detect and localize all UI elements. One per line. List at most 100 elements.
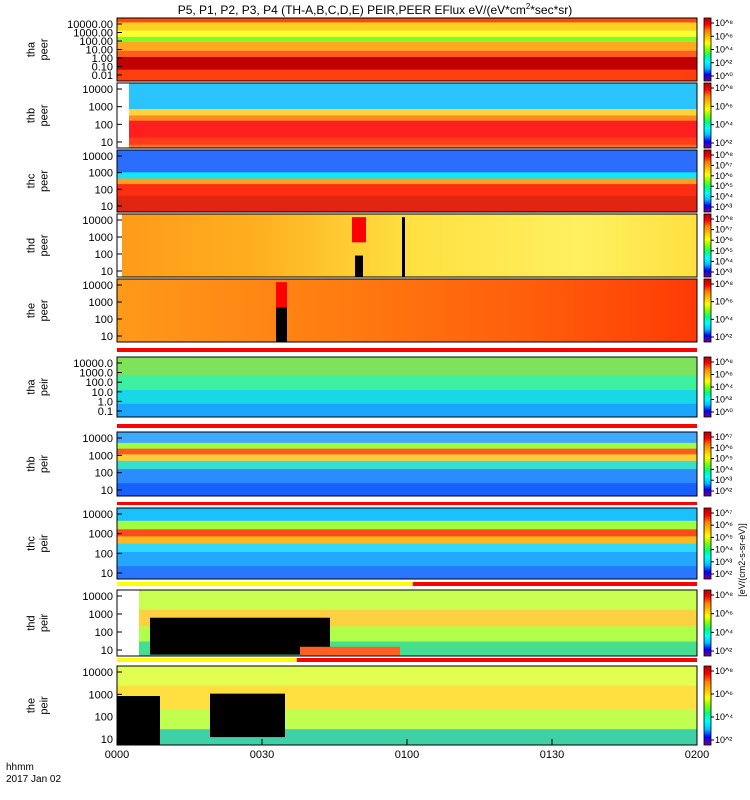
colorbar-tick-label: 10^⁶: [715, 235, 733, 245]
y-tick-label: 100: [95, 627, 113, 639]
spectrogram-band-2: [117, 390, 697, 405]
flag-bar-red: [117, 424, 697, 428]
spectrogram-band-3: [117, 403, 697, 418]
spectrogram-feature-1: [276, 307, 287, 342]
spectrogram-band-4: [117, 543, 697, 553]
colorbar-tick-label: 10^⁸: [715, 666, 733, 676]
flag-bar-red: [296, 658, 697, 662]
panel-species-label: peer: [39, 38, 51, 60]
panel-label: thapeer: [26, 38, 51, 60]
colorbar-tick-label: 10^⁸: [715, 279, 733, 289]
panel-species-label: peer: [39, 299, 51, 321]
colorbar-tick-label: 10^⁴: [715, 192, 733, 202]
spectrogram-band-1: [117, 375, 697, 391]
spectrogram-band-7: [117, 69, 697, 82]
colorbar-tick-label: 10^⁷: [715, 160, 733, 170]
spectrogram-band-0: [117, 83, 697, 110]
spectrogram-band-0: [117, 18, 697, 23]
title-main: P5, P1, P2, P3, P4 (TH-A,B,C,D,E) PEIR,P…: [178, 3, 526, 17]
colorbar-tick-label: 10^⁸: [715, 590, 733, 600]
y-tick-label: 10.0: [92, 387, 113, 399]
spectrogram-band-3: [117, 454, 697, 462]
spectrogram-band-3: [117, 120, 697, 139]
y-tick-label: 1000.0: [79, 368, 113, 380]
y-tick-label: 10000: [82, 591, 113, 603]
spectrogram-band-6: [117, 483, 697, 497]
flag-bar-red: [117, 348, 697, 352]
colorbar-tick-label: 10^⁶: [715, 101, 733, 111]
colorbar-tick-label: 10^⁶: [715, 520, 733, 530]
panel-label: thapeir: [26, 377, 51, 396]
spectrogram-band-3: [117, 184, 697, 197]
y-tick-label: 10: [101, 331, 113, 343]
colorbar-tick-label: 10^⁶: [715, 31, 733, 41]
spectrogram-band-3: [117, 536, 697, 544]
panel-label: thcpeir: [26, 534, 51, 553]
y-tick-label: 100: [95, 548, 113, 560]
panel-frame: [116, 507, 698, 580]
colorbar-tick-label: 10^²: [715, 395, 732, 405]
x-axis-label-hhmm: hhmm: [6, 762, 34, 773]
y-tick-label: 100: [95, 712, 113, 724]
colorbar-tick-label: 10^⁶: [715, 609, 733, 619]
colorbar-tick-label: 10^²: [715, 646, 732, 656]
panel-label: thcpeer: [26, 170, 51, 192]
x-axis: 0000 0030 0100 0130 0200: [105, 739, 709, 761]
spectrogram-band-0: [117, 150, 697, 173]
colorbar-tick-label: 10^⁴: [715, 45, 733, 55]
y-tick-label: 10000: [82, 509, 113, 521]
spectrogram-feature-0: [117, 214, 122, 277]
x-tick-label: 0030: [250, 749, 274, 761]
colorbar-tick-label: 10^³: [715, 475, 732, 485]
y-tick-label: 10000: [82, 151, 113, 163]
y-tick-label: 10000: [82, 667, 113, 679]
panel-species-label: peir: [39, 613, 51, 632]
spectrogram-band-1: [117, 442, 697, 450]
colorbar-tick-label: 10^⁴: [715, 464, 733, 474]
spectrogram-feature-0: [117, 696, 160, 745]
colorbar-tick-label: 10^⁵: [715, 454, 733, 464]
colorbar: [703, 589, 712, 657]
colorbar-tick-label: 10^⁸: [715, 18, 733, 28]
y-tick-label: 10000: [82, 84, 113, 96]
panel-label: thepeer: [26, 299, 51, 321]
y-tick-label: 100: [95, 184, 113, 196]
colorbar-tick-label: 10^²: [715, 735, 732, 745]
x-axis-label-date: 2017 Jan 02: [6, 774, 61, 785]
y-tick-label: 10: [101, 137, 113, 149]
y-tick-label: 10: [101, 645, 113, 657]
spectrogram-band-0: [117, 357, 697, 376]
spectrogram-band-0: [117, 666, 697, 687]
colorbar-tick-label: 10^²: [715, 486, 732, 496]
colorbar-tick-label: 10^³: [715, 557, 732, 567]
spectrogram-feature-2: [300, 646, 400, 656]
spectrogram-band-5: [117, 469, 697, 484]
spectrogram-band-5: [117, 50, 697, 58]
colorbar: [703, 507, 712, 580]
spectrogram-feature-1: [355, 255, 363, 277]
spectrogram-band-5: [117, 144, 697, 149]
panel-thd-peer: 10000100010010thdpeer10^⁸10^⁷10^⁶10^⁵10^…: [26, 213, 733, 278]
spectrogram-band-4: [117, 137, 697, 146]
panel-probe-label: thd: [26, 238, 38, 253]
colorbar-tick-label: 10^⁸: [715, 357, 733, 367]
y-tick-label: 1.00: [92, 53, 113, 65]
flag-bar-yellow: [117, 658, 297, 662]
y-tick-label: 100: [95, 468, 113, 480]
colorbar-tick-label: 10^⁴: [715, 627, 733, 637]
colorbar: [703, 431, 712, 497]
y-tick-label: 1000.00: [73, 28, 113, 40]
y-tick-label: 10000.00: [67, 19, 113, 31]
y-tick-label: 100: [95, 249, 113, 261]
panel-probe-label: tha: [26, 378, 38, 394]
colorbar-tick-label: 10^⁵: [715, 181, 733, 191]
panel-frame: [116, 356, 698, 418]
colorbar-tick-label: 10^⁴: [715, 545, 733, 555]
title-tail: *sec*sr): [530, 3, 572, 17]
panel-species-label: peir: [39, 377, 51, 396]
panel-species-label: peer: [39, 234, 51, 256]
panel-probe-label: the: [26, 698, 38, 713]
spectrogram-band-1: [117, 109, 697, 116]
panel-species-label: peer: [39, 104, 51, 126]
